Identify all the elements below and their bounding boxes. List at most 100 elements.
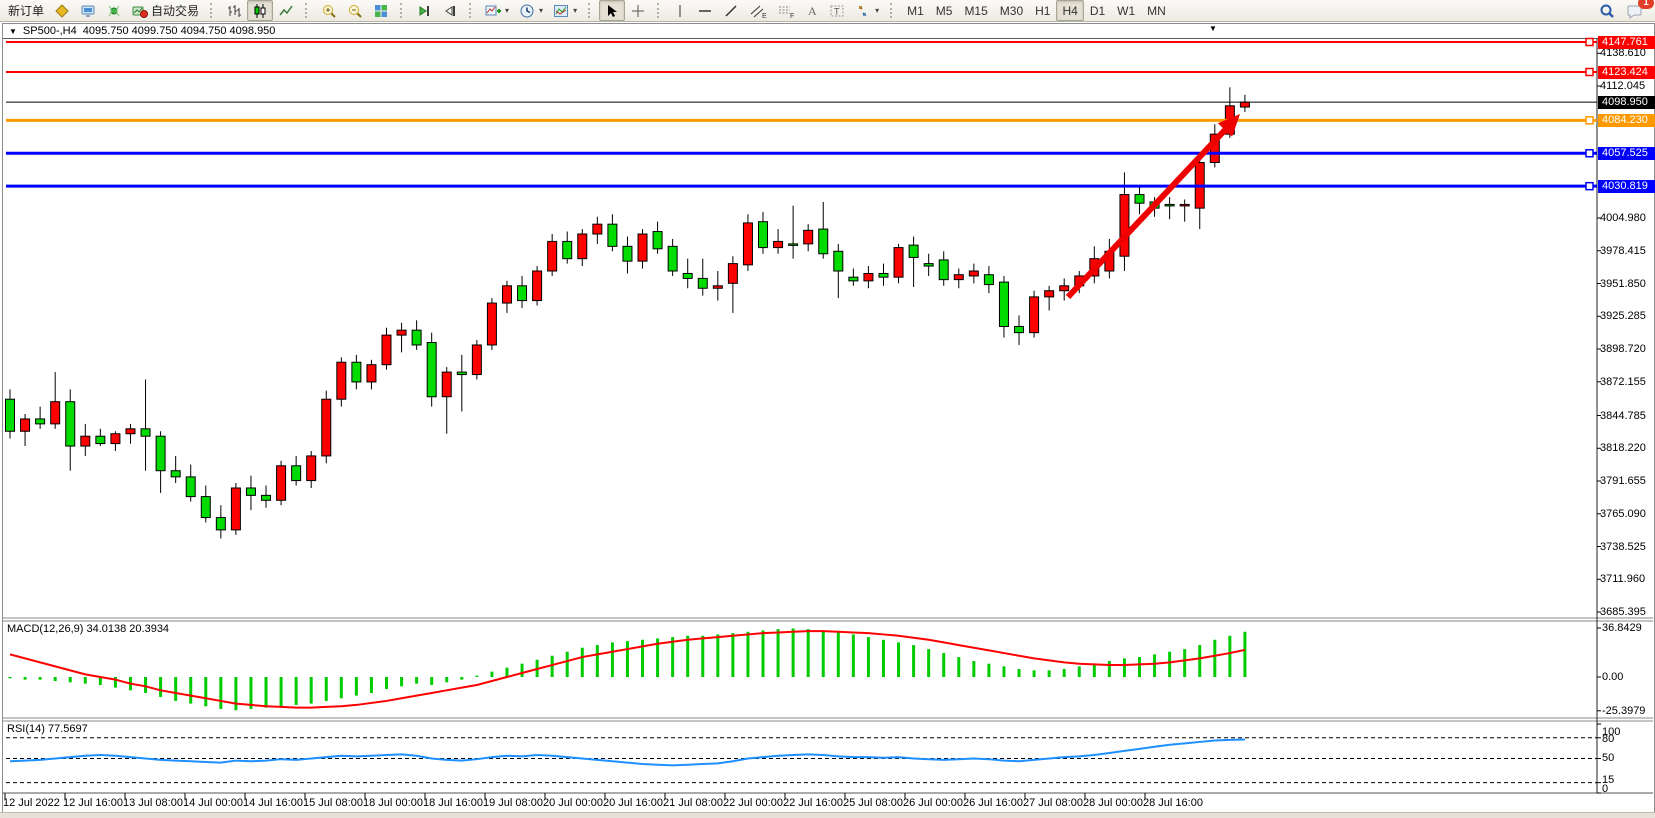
macd-scale-label: -25.3979	[1602, 704, 1646, 717]
horizontal-line-button[interactable]	[692, 0, 718, 21]
timeframe-button-m15[interactable]: M15	[964, 3, 988, 18]
text-label-button[interactable]: T	[824, 0, 850, 21]
rsi-scale-label: 15	[1602, 774, 1615, 786]
candle-body	[471, 344, 482, 376]
chart-symbol-period: SP500-,H4	[22, 25, 77, 37]
candle-body	[261, 494, 272, 501]
line-end-handle	[1585, 116, 1594, 125]
chart-dropdown-icon[interactable]: ▼	[9, 26, 17, 36]
toolbar-grip	[210, 3, 215, 18]
fibonacci-button[interactable]: F	[772, 0, 800, 21]
periods-button[interactable]: ▾	[514, 0, 548, 21]
timeframe-button-h4[interactable]: H4	[1056, 0, 1084, 21]
tile-windows-button[interactable]	[368, 0, 394, 21]
candle-body	[577, 233, 588, 260]
price-tick-label: 3685.395	[1600, 606, 1646, 618]
zoom-out-button[interactable]	[342, 0, 368, 21]
template-icon	[554, 4, 569, 17]
new-order-button[interactable]: 新订单	[3, 0, 49, 21]
candle-body	[532, 270, 543, 302]
candle-body	[1239, 101, 1250, 108]
candle-body	[938, 259, 949, 281]
candle-body	[652, 231, 663, 250]
timeframe-button-d1[interactable]: D1	[1089, 3, 1106, 18]
arrows-button[interactable]: ▾	[850, 0, 884, 21]
timeframe-button-mn[interactable]: MN	[1147, 3, 1166, 18]
autotrading-button[interactable]: 自动交易	[127, 0, 204, 21]
toolbar-grip	[890, 3, 895, 18]
candle-body	[381, 334, 392, 366]
chevron-down-icon: ▾	[875, 6, 880, 15]
market-watch-button[interactable]	[75, 0, 101, 21]
candle-body	[562, 240, 573, 260]
quotes-button[interactable]	[49, 0, 75, 21]
search-button[interactable]	[1593, 0, 1621, 21]
tile-windows-icon	[375, 4, 388, 17]
candle-body	[1134, 194, 1145, 204]
window-bottom-strip	[0, 812, 1655, 818]
candle-body	[1059, 285, 1070, 292]
ohlc-bars-icon	[228, 4, 242, 17]
timeframe-button-m5[interactable]: M5	[935, 3, 953, 18]
svg-text:F: F	[790, 13, 794, 19]
price-line-label: 4030.819	[1598, 179, 1655, 193]
date-tick-label: 21 Jul 08:00	[663, 797, 723, 809]
notifications-button[interactable]: 1	[1621, 0, 1654, 21]
broadcast-icon	[108, 5, 120, 16]
date-tick-label: 22 Jul 16:00	[783, 797, 843, 809]
candle-body	[1119, 194, 1130, 257]
price-tick-label: 4112.045	[1600, 80, 1646, 93]
zoom-in-button[interactable]	[316, 0, 342, 21]
line-chart-button[interactable]	[273, 0, 299, 21]
auto-scroll-button[interactable]	[411, 0, 437, 21]
candle-body	[923, 263, 934, 267]
notification-badge: 1	[1638, 0, 1654, 9]
price-line-label: 4057.525	[1598, 146, 1655, 160]
date-tick-label: 26 Jul 00:00	[903, 797, 963, 809]
timeframe-button-h1[interactable]: H1	[1035, 3, 1051, 18]
cursor-button[interactable]	[599, 0, 626, 21]
candle-body	[65, 401, 76, 447]
text-icon: A	[808, 4, 817, 18]
chart-window[interactable]: ▼ SP500-,H4 4095.750 4099.750 4094.750 4…	[2, 23, 1655, 816]
chart-shift-button[interactable]	[437, 0, 463, 21]
date-tick-label: 13 Jul 08:00	[123, 797, 183, 809]
candle-body	[366, 364, 377, 383]
templates-button[interactable]: ▾	[548, 0, 582, 21]
date-tick-label: 19 Jul 08:00	[483, 797, 543, 809]
vertical-line-button[interactable]	[668, 0, 692, 21]
timeframe-button-m30[interactable]: M30	[999, 3, 1024, 18]
signals-button[interactable]	[101, 0, 127, 21]
date-tick-label: 20 Jul 00:00	[543, 797, 603, 809]
text-button[interactable]: A	[800, 0, 824, 21]
price-tick-label: 3844.785	[1600, 409, 1646, 422]
candle-body	[411, 329, 422, 346]
candle-body	[276, 465, 287, 501]
line-end-handle	[1585, 148, 1594, 158]
search-icon	[1600, 4, 1614, 18]
candle-body	[35, 418, 46, 425]
chart-shift-icon	[445, 5, 456, 16]
macd-signal-line	[9, 630, 1246, 709]
diamond-icon	[55, 3, 69, 18]
crosshair-button[interactable]	[625, 0, 651, 21]
price-tick-label: 3791.655	[1600, 475, 1646, 487]
candlestick-chart-button[interactable]	[247, 0, 274, 21]
trendline-icon	[725, 4, 737, 17]
chevron-down-icon: ▾	[573, 6, 578, 15]
equidistant-channel-button[interactable]: E	[744, 0, 772, 21]
trendline-button[interactable]	[718, 0, 744, 21]
bar-chart-button[interactable]	[221, 0, 247, 21]
indicators-button[interactable]: ▾	[480, 0, 514, 21]
timeframe-button-w1[interactable]: W1	[1117, 3, 1136, 18]
shapes-arrows-icon	[858, 5, 867, 16]
timeframe-button-m1[interactable]: M1	[907, 3, 924, 18]
candle-body	[306, 455, 317, 482]
chevron-down-icon: ▾	[539, 6, 544, 15]
zoom-out-icon	[349, 4, 362, 18]
date-tick-label: 12 Jul 16:00	[63, 797, 123, 809]
candle-body	[140, 428, 151, 437]
candle-body	[607, 223, 618, 247]
date-tick-label: 18 Jul 00:00	[363, 797, 423, 809]
